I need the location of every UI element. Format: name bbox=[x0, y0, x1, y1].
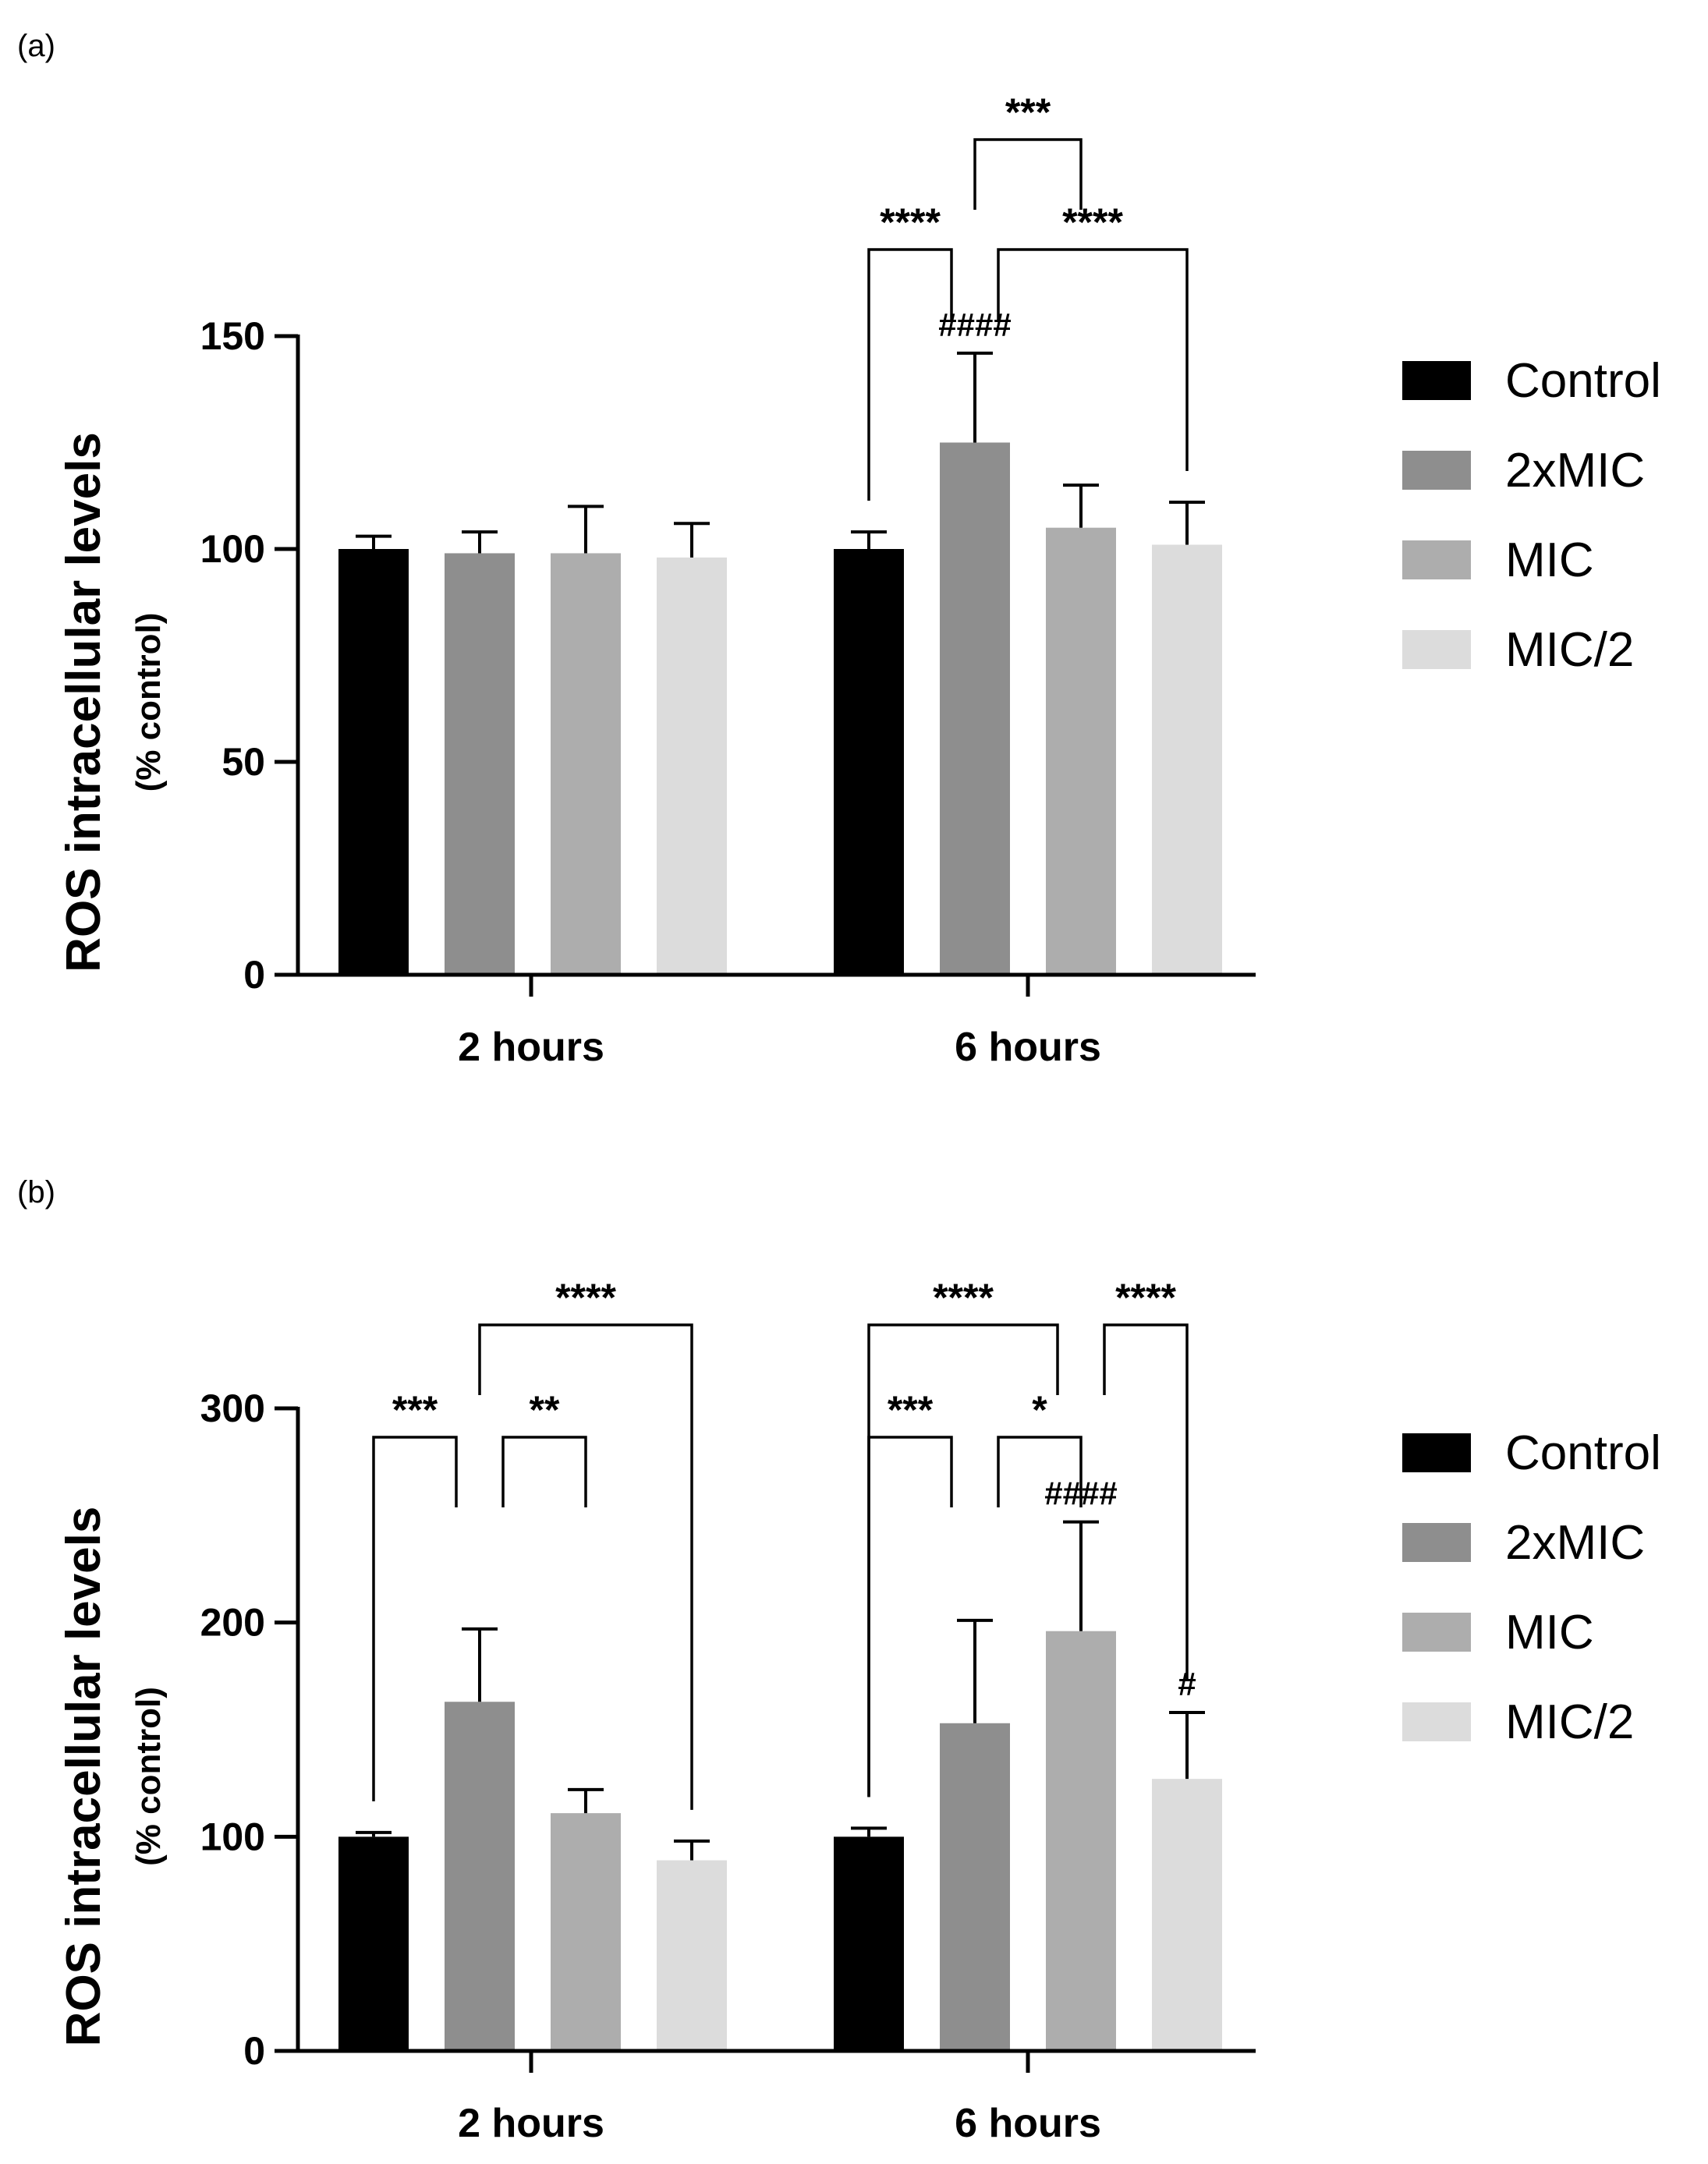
y-axis-title: ROS intracellular levels bbox=[57, 1507, 111, 2047]
legend-swatch bbox=[1402, 1702, 1471, 1741]
significance-label: **** bbox=[1062, 200, 1123, 244]
x-tick-label: 6 hours bbox=[955, 2101, 1101, 2146]
x-tick-label: 2 hours bbox=[458, 2101, 604, 2146]
significance-bracket bbox=[867, 1323, 1059, 1797]
bar-control-6-hours bbox=[834, 549, 904, 975]
bar-mic-2-hours bbox=[551, 553, 621, 975]
significance-marker: #### bbox=[1044, 1475, 1117, 1512]
bar-mic-2-hours bbox=[551, 1813, 621, 2051]
panel-b: (b) 0 100 200 300 2 hours 6 hours ROS intracell… bbox=[17, 1175, 1661, 2146]
significance-bracket bbox=[1103, 1323, 1189, 1682]
significance-label: **** bbox=[880, 200, 941, 244]
y-tick-label: 0 bbox=[243, 953, 265, 997]
significance-label: * bbox=[1032, 1388, 1047, 1432]
significance-label: **** bbox=[555, 1276, 616, 1319]
y-tick-label: 50 bbox=[221, 740, 265, 784]
legend-label: MIC/2 bbox=[1505, 1695, 1634, 1749]
significance-bracket bbox=[372, 1436, 458, 1801]
panel-a: (a) 0 50 100 150 2 hours 6 hours ROS intracellu… bbox=[17, 29, 1661, 1070]
legend-label: 2xMIC bbox=[1505, 444, 1645, 498]
y-tick-label: 300 bbox=[200, 1387, 265, 1430]
significance-marker: #### bbox=[938, 306, 1011, 343]
y-tick-label: 150 bbox=[200, 314, 265, 358]
panel-label: (b) bbox=[17, 1175, 55, 1210]
legend-label: MIC/2 bbox=[1505, 623, 1634, 677]
panel-label: (a) bbox=[17, 29, 55, 63]
y-axis-subtitle: (% control) bbox=[129, 1687, 168, 1866]
legend-label: MIC bbox=[1505, 1606, 1594, 1659]
bar-mic-2-2-hours bbox=[657, 557, 727, 975]
bar-mic-2-6-hours bbox=[1152, 1779, 1222, 2051]
legend-label: Control bbox=[1505, 354, 1661, 408]
bar-control-2-hours bbox=[338, 549, 409, 975]
bar-2xmic-2-hours bbox=[445, 553, 515, 975]
significance-bracket bbox=[867, 1436, 953, 1797]
bar-mic-6-hours bbox=[1046, 527, 1116, 975]
x-tick-label: 2 hours bbox=[458, 1025, 604, 1070]
legend-swatch bbox=[1402, 1523, 1471, 1562]
significance-label: *** bbox=[392, 1388, 438, 1432]
significance-label: *** bbox=[888, 1388, 934, 1432]
significance-bracket bbox=[867, 248, 953, 501]
bar-mic-2-6-hours bbox=[1152, 544, 1222, 975]
significance-bracket bbox=[478, 1323, 693, 1810]
bar-mic-6-hours bbox=[1046, 1631, 1116, 2051]
significance-label: **** bbox=[933, 1276, 994, 1319]
legend-swatch bbox=[1402, 1433, 1471, 1472]
legend-swatch bbox=[1402, 540, 1471, 579]
y-tick-label: 200 bbox=[200, 1601, 265, 1645]
bar-mic-2-2-hours bbox=[657, 1860, 727, 2051]
legend-swatch bbox=[1402, 451, 1471, 490]
y-tick-label: 0 bbox=[243, 2029, 265, 2073]
legend-swatch bbox=[1402, 1613, 1471, 1652]
legend-label: Control bbox=[1505, 1426, 1661, 1480]
y-tick-label: 100 bbox=[200, 1815, 265, 1858]
significance-label: **** bbox=[1115, 1276, 1176, 1319]
y-axis-title: ROS intracellular levels bbox=[57, 432, 111, 972]
y-axis-subtitle: (% control) bbox=[129, 613, 168, 792]
significance-bracket bbox=[973, 138, 1083, 210]
y-tick-label: 100 bbox=[200, 527, 265, 571]
significance-label: *** bbox=[1005, 90, 1051, 134]
bar-2xmic-6-hours bbox=[940, 442, 1010, 975]
bar-2xmic-2-hours bbox=[445, 1702, 515, 2051]
significance-bracket bbox=[997, 248, 1189, 471]
significance-bracket bbox=[501, 1436, 587, 1507]
significance-bracket bbox=[997, 1436, 1083, 1507]
bar-control-2-hours bbox=[338, 1836, 409, 2051]
bar-control-6-hours bbox=[834, 1836, 904, 2051]
significance-marker: # bbox=[1178, 1666, 1196, 1702]
legend-label: 2xMIC bbox=[1505, 1516, 1645, 1570]
legend-label: MIC bbox=[1505, 533, 1594, 587]
legend-swatch bbox=[1402, 630, 1471, 669]
legend-swatch bbox=[1402, 361, 1471, 400]
significance-label: ** bbox=[530, 1388, 560, 1432]
bar-2xmic-6-hours bbox=[940, 1723, 1010, 2051]
x-tick-label: 6 hours bbox=[955, 1025, 1101, 1070]
